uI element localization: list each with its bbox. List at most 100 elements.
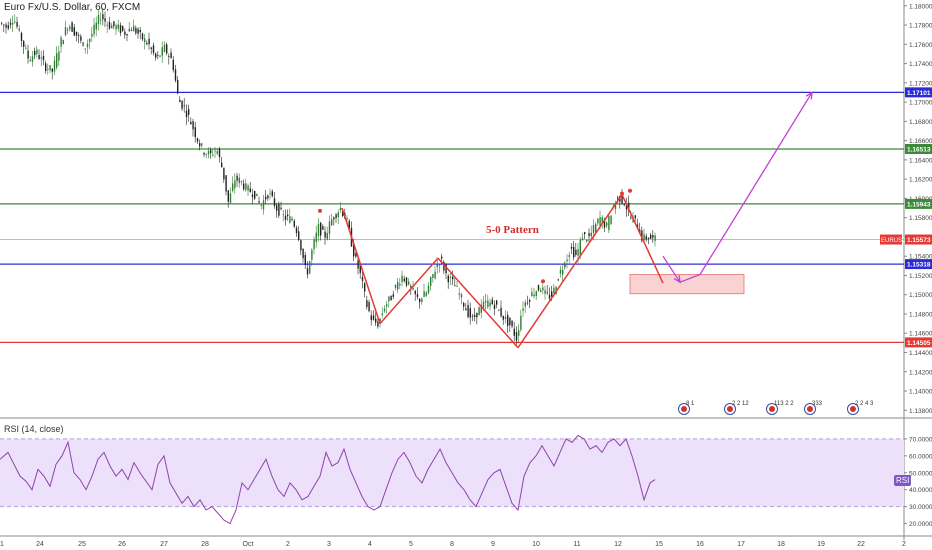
candle-body bbox=[608, 216, 610, 230]
candle-body bbox=[298, 231, 300, 240]
candle-body bbox=[326, 232, 328, 240]
candle-body bbox=[130, 30, 133, 31]
candle-body bbox=[172, 59, 174, 71]
candle-body bbox=[592, 225, 595, 233]
candle-body bbox=[25, 47, 27, 49]
candle-body bbox=[487, 300, 489, 308]
candle-body bbox=[496, 300, 498, 305]
candle-body bbox=[650, 234, 652, 239]
candle-body bbox=[247, 185, 249, 191]
candle-body bbox=[177, 80, 179, 94]
candle-body bbox=[416, 294, 419, 297]
pattern-leg bbox=[517, 194, 623, 349]
candle-body bbox=[445, 264, 447, 274]
candle-body bbox=[144, 38, 146, 43]
candle-body bbox=[322, 226, 324, 230]
candle-body bbox=[403, 278, 405, 281]
candle-body bbox=[75, 31, 78, 36]
x-tick-label: 12 bbox=[614, 541, 622, 548]
candle-body bbox=[119, 25, 122, 33]
event-marker-label: 333 bbox=[812, 401, 823, 407]
x-tick-label: 19 bbox=[817, 541, 825, 548]
rsi-tick-label: 60.0000 bbox=[909, 453, 932, 460]
rsi-title: RSI (14, close) bbox=[4, 424, 64, 434]
candle-body bbox=[388, 296, 390, 302]
candle-body bbox=[126, 34, 128, 36]
level-label: 1.17101 bbox=[907, 90, 931, 97]
candle-body bbox=[179, 99, 181, 103]
candle-body bbox=[577, 249, 579, 256]
event-flag-dot bbox=[727, 406, 733, 412]
candle-body bbox=[535, 291, 537, 297]
candle-body bbox=[463, 303, 465, 307]
swing-marker bbox=[318, 208, 322, 213]
candle-body bbox=[166, 44, 168, 54]
candle-body bbox=[355, 253, 357, 257]
candle-body bbox=[306, 268, 309, 275]
candle-body bbox=[133, 26, 135, 32]
candle-body bbox=[617, 196, 619, 202]
y-tick-label: 1.14000 bbox=[909, 389, 932, 396]
candle-body bbox=[174, 69, 177, 81]
candle-body bbox=[551, 291, 553, 297]
candle-body bbox=[313, 239, 315, 250]
candle-body bbox=[210, 150, 212, 154]
candle-body bbox=[614, 203, 617, 209]
candle-body bbox=[603, 219, 606, 228]
candle-body bbox=[256, 193, 258, 196]
event-flag-dot bbox=[769, 406, 775, 412]
candle-body bbox=[498, 309, 500, 311]
candle-body bbox=[157, 55, 159, 56]
candle-body bbox=[113, 21, 115, 27]
candle-body bbox=[544, 290, 546, 294]
candle-body bbox=[474, 315, 476, 317]
candle-body bbox=[471, 315, 474, 317]
candle-body bbox=[234, 180, 236, 189]
candle-body bbox=[267, 195, 269, 199]
candle-body bbox=[289, 216, 291, 223]
candle-body bbox=[69, 26, 71, 30]
candle-body bbox=[456, 285, 458, 287]
y-tick-label: 1.15800 bbox=[909, 215, 932, 222]
candle-body bbox=[320, 222, 322, 236]
candle-body bbox=[401, 275, 403, 283]
candle-body bbox=[106, 24, 108, 26]
candle-body bbox=[564, 265, 566, 267]
candle-body bbox=[573, 246, 575, 258]
candle-body bbox=[511, 320, 513, 327]
last-price-label: 1.15573 bbox=[907, 237, 931, 244]
candle-body bbox=[559, 269, 562, 274]
x-tick-label: 8 bbox=[450, 541, 454, 548]
candle-body bbox=[249, 188, 251, 193]
candle-body bbox=[531, 292, 533, 297]
level-tag bbox=[905, 198, 932, 209]
candle-body bbox=[214, 150, 216, 152]
candle-body bbox=[421, 298, 423, 303]
candle-body bbox=[361, 276, 364, 281]
candle-body bbox=[513, 328, 515, 336]
candle-body bbox=[111, 25, 113, 29]
candle-body bbox=[647, 237, 650, 239]
event-flag-dot bbox=[681, 406, 687, 412]
candle-body bbox=[533, 294, 535, 297]
candle-body bbox=[78, 35, 80, 37]
candle-body bbox=[548, 294, 551, 299]
pattern-leg bbox=[379, 257, 439, 325]
candle-body bbox=[240, 181, 243, 183]
y-tick-label: 1.13800 bbox=[909, 408, 932, 415]
candle-body bbox=[342, 210, 344, 216]
x-tick-label: 10 bbox=[532, 541, 540, 548]
candle-body bbox=[652, 234, 654, 238]
candle-body bbox=[317, 223, 320, 237]
candle-body bbox=[190, 121, 192, 125]
candle-body bbox=[568, 255, 570, 257]
candle-body bbox=[203, 152, 205, 155]
candle-body bbox=[331, 219, 333, 226]
candle-body bbox=[152, 45, 155, 53]
x-tick-label: Oct bbox=[243, 541, 254, 548]
x-tick-label: 4 bbox=[368, 541, 372, 548]
symbol-tag: EURUSD bbox=[881, 238, 907, 244]
x-tick-label: 26 bbox=[118, 541, 126, 548]
candle-body bbox=[163, 44, 166, 52]
candle-body bbox=[507, 315, 509, 326]
